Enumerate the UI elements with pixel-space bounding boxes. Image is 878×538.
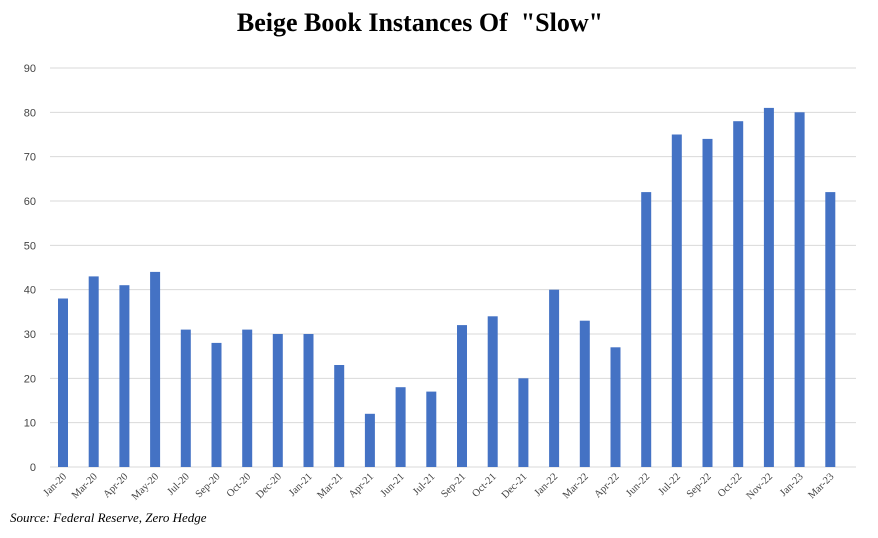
- x-tick-label: Mar-20: [70, 471, 100, 501]
- y-tick-label: 50: [24, 240, 36, 252]
- x-tick-label: Sep-21: [439, 471, 468, 500]
- bar: [825, 192, 836, 467]
- x-tick-label: Jun-22: [624, 471, 652, 499]
- y-tick-label: 60: [24, 196, 36, 208]
- chart-title: Beige Book Instances Of "Slow": [236, 8, 604, 37]
- x-axis-tick-labels: Jan-20 Mar-20 Apr-20 May-20 Jul-20 Sep-20 Oct-…: [42, 471, 837, 502]
- bar: [702, 138, 713, 467]
- bar: [272, 334, 283, 467]
- x-tick-label: Sep-20: [194, 471, 223, 500]
- bar: [549, 289, 560, 467]
- bar: [794, 112, 805, 468]
- bar: [334, 365, 345, 467]
- bar: [610, 347, 621, 467]
- x-tick-label: Oct-21: [470, 471, 498, 499]
- x-tick-label: Oct-22: [716, 471, 744, 499]
- x-tick-label: Dec-21: [500, 471, 530, 501]
- bar: [733, 121, 744, 467]
- bar: [395, 387, 406, 467]
- x-tick-label: Jan-21: [287, 471, 315, 499]
- x-tick-label: Nov-22: [745, 471, 775, 501]
- bar: [579, 320, 590, 467]
- bar: [242, 329, 253, 467]
- x-tick-label: Mar-23: [807, 471, 837, 501]
- bar: [641, 192, 652, 467]
- x-tick-label: Jan-22: [533, 471, 561, 499]
- bar: [211, 342, 222, 467]
- bar: [119, 285, 130, 467]
- bar: [487, 316, 498, 467]
- y-tick-label: 10: [24, 418, 36, 430]
- bar: [457, 325, 467, 467]
- y-tick-label: 30: [24, 329, 36, 341]
- bar: [426, 391, 437, 467]
- y-tick-label: 0: [30, 462, 36, 474]
- x-tick-label: Jul-20: [166, 471, 192, 497]
- bar: [364, 413, 375, 467]
- x-tick-label: Dec-20: [254, 471, 284, 501]
- x-tick-label: May-20: [130, 471, 161, 502]
- x-tick-label: Jan-20: [42, 471, 70, 499]
- bar: [180, 329, 191, 467]
- x-tick-label: Jun-21: [379, 471, 407, 499]
- x-tick-label: Mar-22: [561, 471, 591, 501]
- bar: [150, 271, 161, 467]
- x-tick-label: Mar-21: [315, 471, 345, 501]
- y-tick-label: 90: [24, 63, 36, 75]
- y-tick-label: 40: [24, 285, 36, 297]
- x-tick-label: Jan-23: [778, 471, 806, 499]
- x-tick-label: Jul-21: [411, 471, 437, 497]
- x-tick-label: Apr-22: [593, 471, 622, 500]
- x-tick-label: Jul-22: [657, 471, 683, 497]
- bar: [88, 276, 99, 467]
- bar: [303, 334, 314, 467]
- bar: [58, 298, 68, 467]
- y-tick-label: 70: [24, 152, 36, 164]
- bar: [518, 378, 529, 467]
- x-tick-label: Oct-20: [225, 471, 253, 499]
- bar: [763, 107, 774, 468]
- bars: [58, 107, 836, 468]
- source-note: Source: Federal Reserve, Zero Hedge: [10, 510, 207, 525]
- x-tick-label: Apr-21: [347, 471, 376, 500]
- y-tick-label: 80: [24, 107, 36, 119]
- y-axis-tick-labels: 0 10 20 30 40 50 60 70 80 90: [24, 63, 36, 474]
- x-tick-label: Sep-22: [685, 471, 714, 500]
- bar: [671, 134, 682, 467]
- x-tick-label: Apr-20: [101, 471, 130, 500]
- y-tick-label: 20: [24, 373, 36, 385]
